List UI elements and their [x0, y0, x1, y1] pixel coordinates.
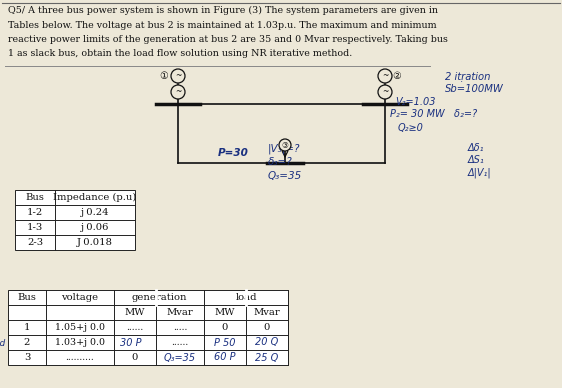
- Text: 1.03+j 0.0: 1.03+j 0.0: [55, 338, 105, 347]
- Text: ~: ~: [382, 88, 388, 97]
- Text: Mvar: Mvar: [166, 308, 193, 317]
- Text: ~: ~: [175, 88, 181, 97]
- Text: 2-3: 2-3: [27, 238, 43, 247]
- Text: P=30: P=30: [218, 148, 249, 158]
- Text: ..........: ..........: [66, 353, 94, 362]
- Text: Δδ₁: Δδ₁: [468, 143, 484, 153]
- Text: MW: MW: [125, 308, 145, 317]
- Text: P₂= 30 MW   δ₂=?: P₂= 30 MW δ₂=?: [390, 109, 477, 119]
- Text: Bus: Bus: [17, 293, 37, 302]
- Text: ①: ①: [160, 71, 169, 81]
- Text: 1-3: 1-3: [27, 223, 43, 232]
- Circle shape: [378, 85, 392, 99]
- Text: 1 as slack bus, obtain the load flow solution using NR iterative method.: 1 as slack bus, obtain the load flow sol…: [8, 50, 352, 59]
- Text: load: load: [235, 293, 257, 302]
- Text: voltage: voltage: [61, 293, 98, 302]
- Text: 30 P: 30 P: [120, 338, 142, 348]
- Text: .....: .....: [173, 323, 187, 332]
- Text: 20 Q: 20 Q: [255, 338, 279, 348]
- Circle shape: [171, 85, 185, 99]
- Text: 2 itṛation: 2 itṛation: [445, 72, 491, 82]
- Text: 2: 2: [24, 338, 30, 347]
- Bar: [15, 190, 135, 250]
- Text: MW: MW: [215, 308, 235, 317]
- Bar: [8, 290, 288, 365]
- Text: P 50: P 50: [214, 338, 235, 348]
- Text: Q₃=35: Q₃=35: [164, 353, 196, 362]
- Text: Sb=100MW: Sb=100MW: [445, 84, 504, 94]
- Text: 25 Q: 25 Q: [255, 353, 279, 362]
- Text: Impedance (p.u): Impedance (p.u): [53, 193, 137, 202]
- Text: 0: 0: [132, 353, 138, 362]
- Circle shape: [171, 69, 185, 83]
- Text: Q5/ A three bus power system is shown in Figure (3) The system parameters are gi: Q5/ A three bus power system is shown in…: [8, 6, 438, 15]
- Text: Tables below. The voltage at bus 2 is maintained at 1.03p.u. The maximum and min: Tables below. The voltage at bus 2 is ma…: [8, 21, 437, 29]
- Text: Δ|V₁|: Δ|V₁|: [468, 167, 492, 177]
- Text: reactive power limits of the generation at bus 2 are 35 and 0 Mvar respectively.: reactive power limits of the generation …: [8, 35, 448, 44]
- Text: j 0.24: j 0.24: [81, 208, 110, 217]
- Text: 0: 0: [264, 323, 270, 332]
- Text: 60 P: 60 P: [214, 353, 235, 362]
- Text: 1-2: 1-2: [27, 208, 43, 217]
- Text: ......: ......: [126, 323, 144, 332]
- Circle shape: [378, 69, 392, 83]
- Text: ~: ~: [175, 71, 181, 80]
- Text: Q₂≥0: Q₂≥0: [398, 123, 424, 133]
- Text: |V₃|=?: |V₃|=?: [268, 143, 301, 154]
- Text: ΔS₁: ΔS₁: [468, 155, 485, 165]
- Text: j 0.06: j 0.06: [81, 223, 109, 232]
- Text: 3: 3: [24, 353, 30, 362]
- Text: 0: 0: [222, 323, 228, 332]
- Text: J 0.018: J 0.018: [77, 238, 113, 247]
- Text: ③: ③: [282, 140, 288, 149]
- Text: ......: ......: [171, 338, 189, 347]
- Text: ②: ②: [393, 71, 401, 81]
- Text: generation: generation: [132, 293, 187, 302]
- Text: 1: 1: [24, 323, 30, 332]
- Text: Mvar: Mvar: [253, 308, 280, 317]
- Circle shape: [279, 139, 291, 151]
- Text: ~: ~: [382, 71, 388, 80]
- Text: Bus: Bus: [25, 193, 44, 202]
- Text: δ₃=?: δ₃=?: [268, 157, 293, 167]
- Text: /ad: /ad: [0, 338, 6, 347]
- Text: 1.05+j 0.0: 1.05+j 0.0: [55, 323, 105, 332]
- Text: V₂=1.03: V₂=1.03: [395, 97, 436, 107]
- Text: Q₃=35: Q₃=35: [268, 171, 302, 181]
